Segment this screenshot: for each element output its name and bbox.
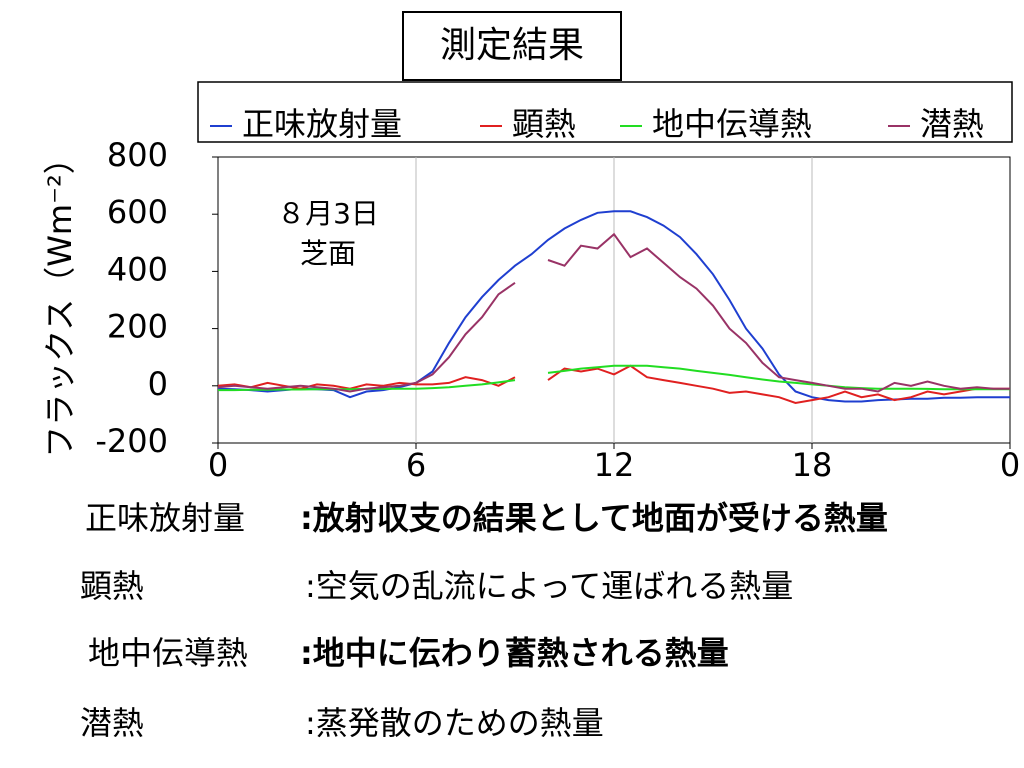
definition-text: :地中に伝わり蓄熱される熱量: [300, 634, 729, 672]
x-tick-label: 0: [208, 446, 228, 484]
legend-label: 正味放射量: [242, 105, 402, 143]
definition-text: :蒸発散のための熱量: [305, 704, 604, 742]
x-tick-label: 18: [792, 446, 833, 484]
y-tick-label: -200: [95, 422, 168, 460]
chart-title: 測定結果: [440, 25, 584, 66]
x-tick-label: 0: [1000, 446, 1020, 484]
legend-label: 顕熱: [512, 105, 576, 143]
y-tick-label: 400: [107, 250, 168, 288]
y-tick-label: 600: [107, 193, 168, 231]
definition-term: 顕熱: [80, 567, 144, 605]
annotation: ８月3日: [277, 197, 379, 230]
series-line: [217, 232, 1010, 393]
annotation-box: [262, 195, 392, 277]
definition-term: 正味放射量: [85, 499, 245, 537]
legend-label: 潜熱: [920, 105, 984, 143]
annotation: 芝面: [300, 237, 356, 270]
definition-term: 地中伝導熱: [88, 634, 248, 672]
definition-text: :放射収支の結果として地面が受ける熱量: [300, 499, 888, 537]
y-axis-label: フラックス（Wm⁻²）: [41, 142, 79, 458]
title-box: [402, 11, 622, 81]
series-line: [217, 364, 1010, 405]
y-tick-label: 200: [107, 308, 168, 346]
definition-text: :空気の乱流によって運ばれる熱量: [305, 567, 793, 605]
series-line: [217, 210, 1010, 403]
x-tick-label: 6: [406, 446, 426, 484]
y-tick-label: 800: [107, 136, 168, 174]
y-tick-label: 0: [148, 365, 168, 403]
definition-term: 潜熱: [80, 704, 144, 742]
legend-box: [197, 81, 1013, 143]
x-tick-label: 12: [594, 446, 635, 484]
legend-label: 地中伝導熱: [652, 105, 812, 143]
